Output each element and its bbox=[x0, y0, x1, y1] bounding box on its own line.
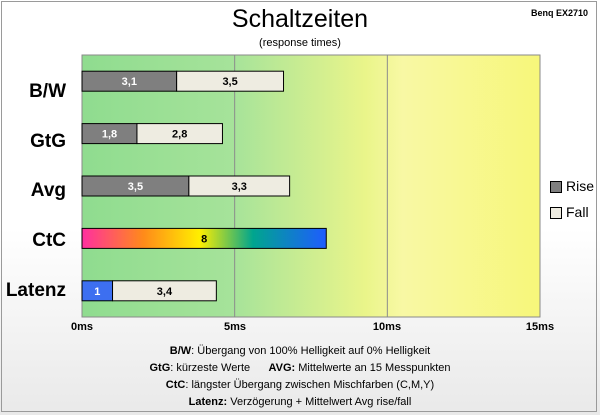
bar-bw-fall bbox=[176, 70, 285, 92]
footnote-ctc: CtC: längster Übergang zwischen Mischfar… bbox=[0, 377, 600, 394]
chart-subtitle: (response times) bbox=[259, 37, 341, 49]
category-label-bw: B/W bbox=[29, 81, 66, 102]
category-label-ctc: CtC bbox=[32, 230, 66, 251]
footnote-text-ctc: : längster Übergang zwischen Mischfarben… bbox=[185, 379, 435, 391]
footnote-gtg-avg: GtG: kürzeste Werte AVG: Mittelwerte an … bbox=[0, 360, 600, 377]
footnote-latenz: Latenz: Verzögerung + Mittelwert Avg ris… bbox=[0, 394, 600, 411]
footnote-key-avg: AVG: bbox=[268, 362, 296, 374]
footnote-text-avg: Mittelwerte an 15 Messpunkten bbox=[295, 362, 451, 374]
footnote-text-gtg: : kürzeste Werte bbox=[170, 362, 251, 374]
footnote-text-latenz: Verzögerung + Mittelwert Avg rise/fall bbox=[227, 396, 412, 408]
data-label-ctc-total: 8 bbox=[201, 233, 207, 245]
legend-item-rise: Rise bbox=[550, 178, 594, 194]
bar-ctc-total bbox=[81, 227, 327, 249]
monitor-model-label: Benq EX2710 bbox=[530, 8, 588, 18]
data-label-latenz-fall: 3,4 bbox=[157, 286, 173, 298]
footnotes: B/W: Übergang von 100% Helligkeit auf 0%… bbox=[0, 343, 600, 411]
x-tick-0: 0ms bbox=[70, 321, 94, 333]
footnote-bw: B/W: Übergang von 100% Helligkeit auf 0%… bbox=[0, 343, 600, 360]
footnote-key-bw: B/W bbox=[169, 345, 192, 357]
bar-gtg-fall bbox=[136, 123, 223, 145]
chart-title: Schaltzeiten bbox=[231, 5, 369, 33]
footnote-key-gtg: GtG bbox=[149, 362, 171, 374]
category-label-gtg: GtG bbox=[30, 131, 66, 152]
legend-label-fall: Fall bbox=[566, 204, 589, 220]
data-label-avg-fall: 3,3 bbox=[232, 181, 247, 193]
legend-swatch-fall bbox=[550, 207, 562, 220]
bar-latenz-fall bbox=[112, 280, 217, 302]
data-label-gtg-fall: 2,8 bbox=[172, 129, 187, 141]
data-label-bw-fall: 3,5 bbox=[222, 76, 237, 88]
category-label-avg: Avg bbox=[30, 180, 66, 201]
data-label-bw-rise: 3,1 bbox=[122, 76, 137, 88]
x-tick-10: 10ms bbox=[372, 321, 402, 333]
data-label-gtg-rise: 1,8 bbox=[102, 129, 117, 141]
x-tick-5: 5ms bbox=[223, 321, 247, 333]
data-label-latenz-rise: 1 bbox=[94, 286, 100, 298]
legend-label-rise: Rise bbox=[566, 178, 595, 194]
category-label-latenz: Latenz bbox=[5, 280, 66, 301]
bars: 3,1 3,5 1,8 2,8 3,5 3,3 8 1 3,4 bbox=[81, 70, 327, 302]
legend-item-fall: Fall bbox=[550, 204, 589, 220]
x-tick-15: 15ms bbox=[525, 321, 555, 333]
bar-avg-fall bbox=[188, 175, 291, 197]
footnote-key-ctc: CtC bbox=[165, 379, 186, 391]
legend-swatch-rise bbox=[550, 181, 562, 194]
footnote-key-latenz: Latenz: bbox=[188, 396, 228, 408]
footnote-text-bw: : Übergang von 100% Helligkeit auf 0% He… bbox=[191, 345, 431, 357]
data-label-avg-rise: 3,5 bbox=[128, 181, 143, 193]
